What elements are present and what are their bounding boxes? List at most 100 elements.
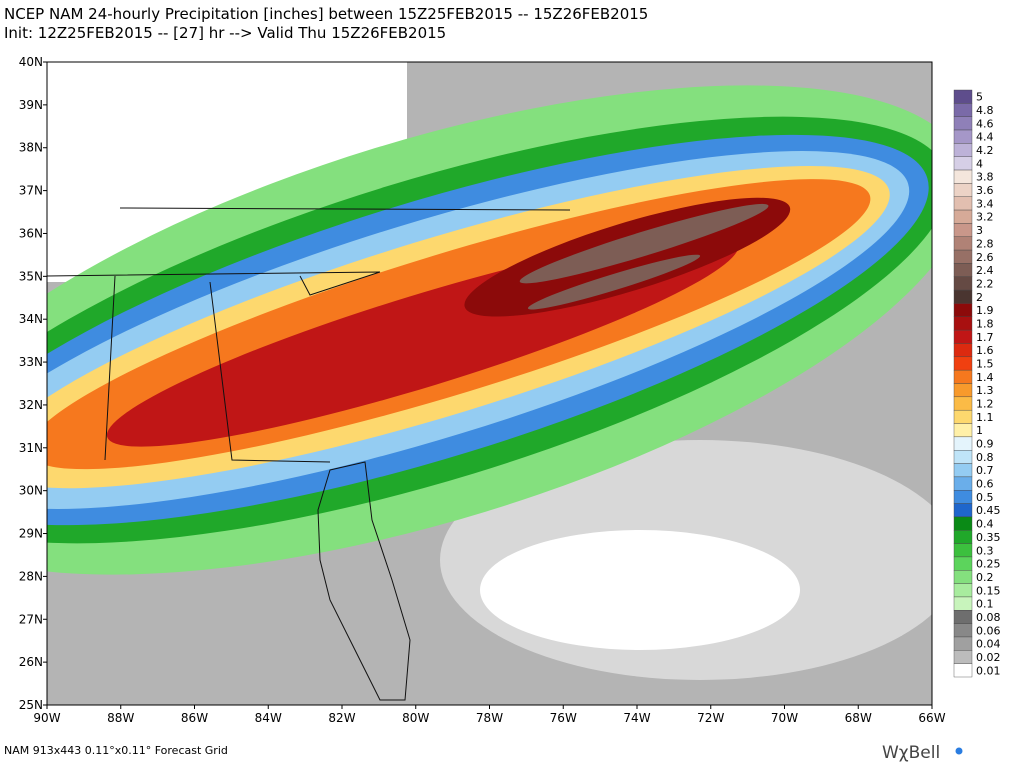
legend-label: 3.2 xyxy=(976,211,994,224)
subtitle: Init: 12Z25FEB2015 -- [27] hr --> Valid … xyxy=(4,24,446,42)
lat-label: 36N xyxy=(19,226,43,240)
lon-label: 68W xyxy=(845,711,872,725)
legend-swatch xyxy=(953,610,973,624)
legend-swatch xyxy=(953,263,973,277)
legend-swatch xyxy=(953,503,973,518)
lon-label: 72W xyxy=(697,711,724,725)
legend-label: 1.4 xyxy=(976,371,994,384)
legend-label: 0.15 xyxy=(976,584,1001,597)
legend-label: 1.9 xyxy=(976,304,994,317)
legend-label: 0.2 xyxy=(976,571,994,584)
legend-swatch xyxy=(953,516,973,531)
legend-label: 3.4 xyxy=(976,197,994,210)
legend-swatch xyxy=(953,583,973,598)
lat-label: 32N xyxy=(19,398,43,412)
lat-label: 25N xyxy=(19,698,43,712)
legend-swatch xyxy=(953,450,973,464)
legend-label: 0.9 xyxy=(976,438,994,451)
title: NCEP NAM 24-hourly Precipitation [inches… xyxy=(4,5,648,23)
legend-swatch xyxy=(953,596,973,611)
legend-label: 0.35 xyxy=(976,531,1001,544)
legend-label: 0.4 xyxy=(976,518,994,531)
legend-swatch xyxy=(953,196,973,211)
lat-label: 28N xyxy=(19,569,43,583)
legend-label: 1.7 xyxy=(976,331,994,344)
lon-label: 80W xyxy=(402,711,429,725)
legend-swatch xyxy=(953,383,973,398)
legend-label: 3.6 xyxy=(976,184,994,197)
lon-label: 66W xyxy=(918,711,945,725)
lat-label: 39N xyxy=(19,98,43,112)
legend-swatch xyxy=(953,89,973,104)
lat-label: 33N xyxy=(19,355,43,369)
legend-swatch xyxy=(953,143,973,157)
legend-label: 4.4 xyxy=(976,131,994,144)
logo-dot xyxy=(955,747,963,755)
lat-label: 38N xyxy=(19,141,43,155)
legend-swatch xyxy=(953,530,973,544)
legend-label: 4.6 xyxy=(976,117,994,130)
grid-info: NAM 913x443 0.11°x0.11° Forecast Grid xyxy=(4,744,228,757)
legend-label: 5 xyxy=(976,91,983,104)
legend-label: 0.08 xyxy=(976,611,1001,624)
legend-swatch xyxy=(953,129,973,144)
legend-label: 1.5 xyxy=(976,357,994,370)
lon-label: 78W xyxy=(476,711,503,725)
legend-label: 2.2 xyxy=(976,277,994,290)
lon-label: 70W xyxy=(771,711,798,725)
legend-label: 1.1 xyxy=(976,411,994,424)
legend-swatch xyxy=(953,249,973,264)
legend-label: 4.2 xyxy=(976,144,994,157)
legend-swatch xyxy=(953,623,973,638)
legend-label: 0.06 xyxy=(976,624,1001,637)
legend-label: 0.3 xyxy=(976,544,994,557)
legend-label: 0.25 xyxy=(976,558,1001,571)
legend-label: 4 xyxy=(976,157,983,170)
legend-swatch xyxy=(953,116,973,131)
map-field xyxy=(47,62,932,705)
legend-swatch xyxy=(953,556,973,571)
legend-swatch xyxy=(953,463,973,478)
legend-label: 0.02 xyxy=(976,651,1001,664)
legend-label: 2.6 xyxy=(976,251,994,264)
legend-swatch xyxy=(953,636,973,651)
legend-swatch xyxy=(953,570,973,584)
legend-swatch xyxy=(953,423,973,438)
legend-swatch xyxy=(953,543,973,558)
lon-label: 86W xyxy=(181,711,208,725)
legend-swatch xyxy=(953,329,973,344)
legend-label: 2 xyxy=(976,291,983,304)
lat-label: 37N xyxy=(19,184,43,198)
legend-label: 4.8 xyxy=(976,104,994,117)
lat-label: 26N xyxy=(19,655,43,669)
legend-swatch xyxy=(953,369,973,384)
legend-swatch xyxy=(953,223,973,237)
legend-label: 1.8 xyxy=(976,317,994,330)
legend-swatch xyxy=(953,169,973,184)
legend-swatch xyxy=(953,183,973,197)
legend-swatch xyxy=(953,476,973,491)
lat-label: 40N xyxy=(19,55,43,69)
legend-swatch xyxy=(953,490,973,504)
legend-swatch xyxy=(953,303,973,317)
legend-swatch xyxy=(953,356,973,371)
legend-swatch xyxy=(953,103,973,117)
legend-swatch xyxy=(953,289,973,304)
legend-label: 0.45 xyxy=(976,504,1001,517)
lat-label: 35N xyxy=(19,269,43,283)
legend-swatch xyxy=(953,316,973,331)
legend-label: 1 xyxy=(976,424,983,437)
legend-swatch xyxy=(953,663,973,678)
lat-label: 29N xyxy=(19,527,43,541)
legend-label: 3.8 xyxy=(976,171,994,184)
lon-label: 88W xyxy=(107,711,134,725)
legend-swatch xyxy=(953,409,973,424)
lon-label: 76W xyxy=(550,711,577,725)
legend-swatch xyxy=(953,276,973,291)
legend-label: 0.04 xyxy=(976,638,1001,651)
legend-swatch xyxy=(953,156,973,171)
legend-label: 0.01 xyxy=(976,664,1001,677)
legend-label: 0.6 xyxy=(976,478,994,491)
legend-swatch xyxy=(953,343,973,358)
